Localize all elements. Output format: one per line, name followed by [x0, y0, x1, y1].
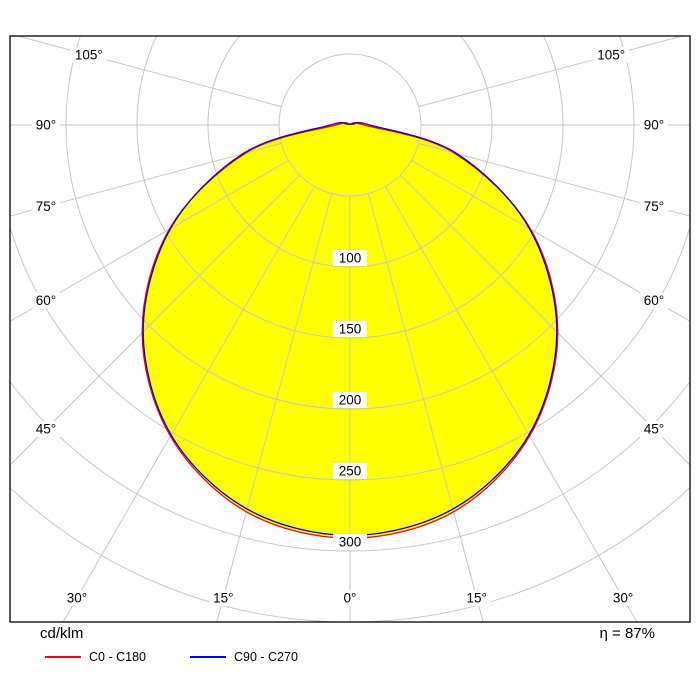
legend-item-c90-c270: C90 - C270 [189, 650, 298, 664]
radial-tick-label: 300 [339, 535, 362, 550]
efficiency-label: η = 87% [599, 625, 655, 642]
angle-tick-label: 45° [36, 422, 56, 437]
angle-tick-label: 105° [597, 48, 625, 63]
legend: C0 - C180 C90 - C270 [45, 650, 342, 664]
unit-label: cd/klm [40, 625, 84, 642]
angle-tick-label: 90° [644, 118, 664, 133]
legend-line-red-icon [45, 656, 81, 658]
legend-label-c0-c180: C0 - C180 [89, 650, 146, 664]
angle-tick-label: 60° [36, 293, 56, 308]
angle-tick-label: 15° [466, 591, 486, 606]
angle-tick-label: 105° [75, 48, 103, 63]
legend-line-blue-icon [189, 656, 226, 658]
angle-tick-label: 75° [36, 199, 56, 214]
radial-tick-label: 200 [339, 393, 362, 408]
angle-tick-label: 75° [644, 199, 664, 214]
angle-tick-label: 45° [644, 422, 664, 437]
angle-tick-label: 30° [67, 591, 87, 606]
radial-tick-label: 100 [339, 251, 362, 266]
legend-label-c90-c270: C90 - C270 [233, 650, 298, 664]
angle-tick-label: 30° [613, 591, 633, 606]
radial-tick-label: 250 [339, 464, 362, 479]
legend-item-c0-c180: C0 - C180 [45, 650, 146, 664]
angle-tick-label: 15° [213, 591, 233, 606]
radial-tick-label: 150 [339, 322, 362, 337]
angle-tick-label: 0° [344, 591, 357, 606]
angle-tick-label: 60° [644, 293, 664, 308]
angle-tick-label: 90° [36, 118, 56, 133]
